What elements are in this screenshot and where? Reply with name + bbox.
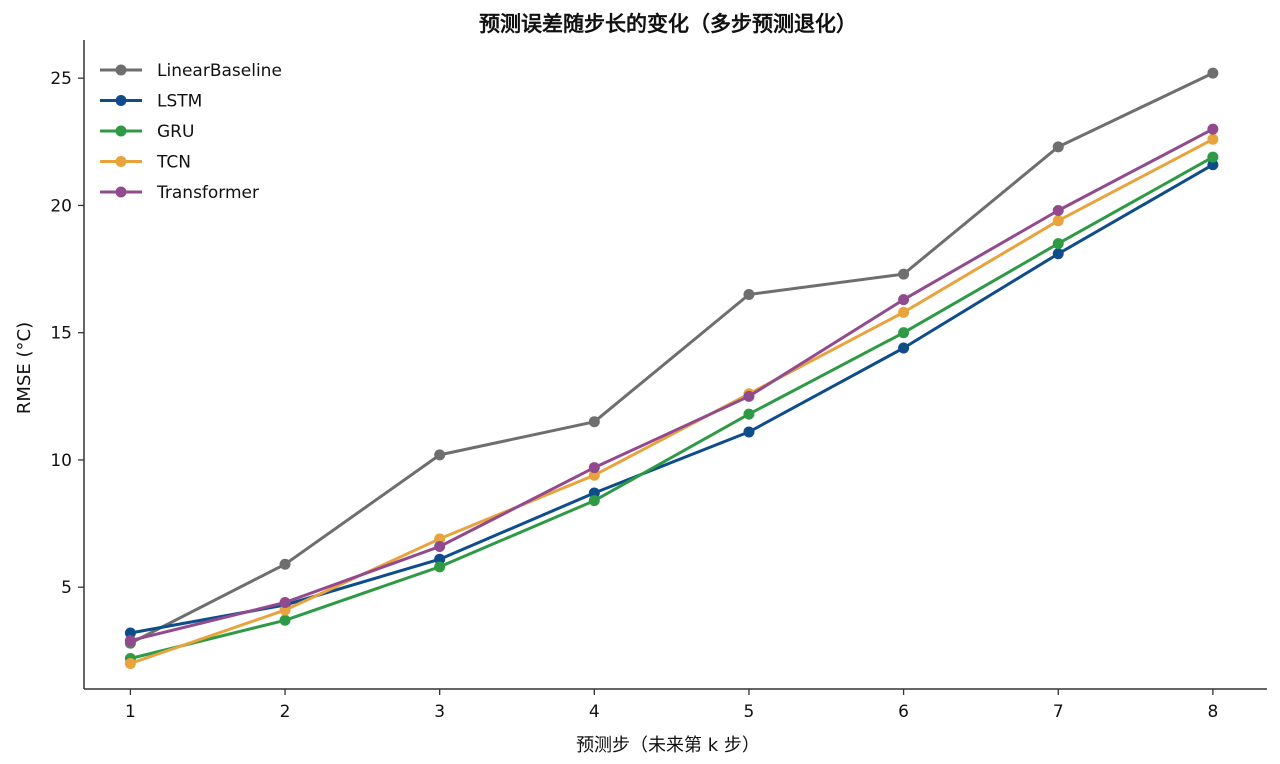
y-tick-label: 25 [50, 69, 72, 89]
series-lines [124, 67, 1219, 670]
y-axis-label: RMSE (°C) [14, 322, 35, 414]
data-point [1052, 215, 1064, 227]
data-point [588, 487, 600, 499]
legend-marker [115, 95, 127, 106]
axis-ticks: 1 2 3 4 5 6 7 8 5 10 15 20 25 [50, 69, 1218, 722]
legend: LinearBaseline LSTM GRU TCN Transformer [100, 61, 282, 203]
data-point [434, 553, 446, 565]
data-point [588, 462, 600, 474]
series-line [130, 155, 1214, 660]
x-tick-label: 4 [589, 702, 600, 722]
data-point [898, 306, 910, 318]
data-point [1207, 159, 1219, 171]
series-line [129, 137, 1214, 665]
legend-label: GRU [157, 122, 194, 142]
data-point [898, 342, 910, 354]
data-point [279, 604, 291, 616]
series-linearbaseline [124, 67, 1219, 649]
data-point [434, 561, 446, 573]
legend-item: Transformer [100, 183, 259, 203]
series-line [130, 127, 1214, 643]
series-gru [124, 151, 1219, 664]
data-point [1052, 205, 1064, 217]
legend-marker [115, 64, 127, 76]
data-point [588, 495, 600, 507]
data-point [743, 408, 755, 420]
x-axis-label: 预测步（未来第 k 步） [576, 735, 760, 756]
legend-item: TCN [100, 153, 191, 173]
legend-label: LSTM [157, 92, 202, 112]
data-point [279, 558, 291, 570]
y-tick-label: 15 [50, 324, 72, 344]
x-tick-label: 5 [744, 702, 755, 722]
data-point [1207, 67, 1219, 79]
y-tick-label: 10 [50, 451, 72, 471]
y-tick-label: 5 [61, 578, 72, 598]
legend-marker [115, 186, 127, 198]
legend-label: TCN [156, 153, 191, 173]
legend-item: LinearBaseline [100, 61, 282, 81]
x-tick-label: 7 [1053, 702, 1064, 722]
data-point [898, 327, 910, 339]
data-point [898, 294, 910, 306]
series-tcn [124, 133, 1219, 670]
x-tick-label: 1 [125, 702, 136, 722]
data-point [124, 658, 136, 670]
data-point [434, 533, 446, 545]
series-transformer [124, 123, 1219, 647]
x-tick-label: 6 [898, 702, 909, 722]
x-tick-label: 8 [1207, 702, 1218, 722]
x-tick-label: 2 [280, 702, 291, 722]
series-line [129, 71, 1214, 645]
x-tick-label: 3 [434, 702, 445, 722]
data-point [434, 449, 446, 461]
data-point [124, 635, 136, 647]
series-line [130, 163, 1214, 635]
data-point [434, 540, 446, 552]
data-point [1052, 248, 1064, 260]
data-point [743, 289, 755, 301]
data-point [1052, 141, 1064, 153]
legend-item: LSTM [100, 92, 202, 112]
data-point [279, 596, 291, 608]
data-point [1052, 238, 1064, 250]
y-tick-label: 20 [50, 196, 72, 216]
data-point [743, 426, 755, 438]
data-point [588, 416, 600, 428]
data-point [1207, 151, 1219, 163]
data-point [743, 390, 755, 402]
data-point [898, 268, 910, 280]
data-point [1207, 133, 1219, 145]
legend-marker [115, 156, 127, 167]
data-point [1207, 123, 1219, 135]
legend-label: LinearBaseline [157, 61, 282, 81]
legend-label: Transformer [156, 183, 259, 203]
data-point [588, 469, 600, 481]
data-point [124, 627, 136, 639]
data-point [279, 614, 291, 626]
chart-title: 预测误差随步长的变化（多步预测退化） [479, 12, 857, 36]
legend-item: GRU [100, 122, 194, 142]
legend-marker [115, 125, 127, 137]
